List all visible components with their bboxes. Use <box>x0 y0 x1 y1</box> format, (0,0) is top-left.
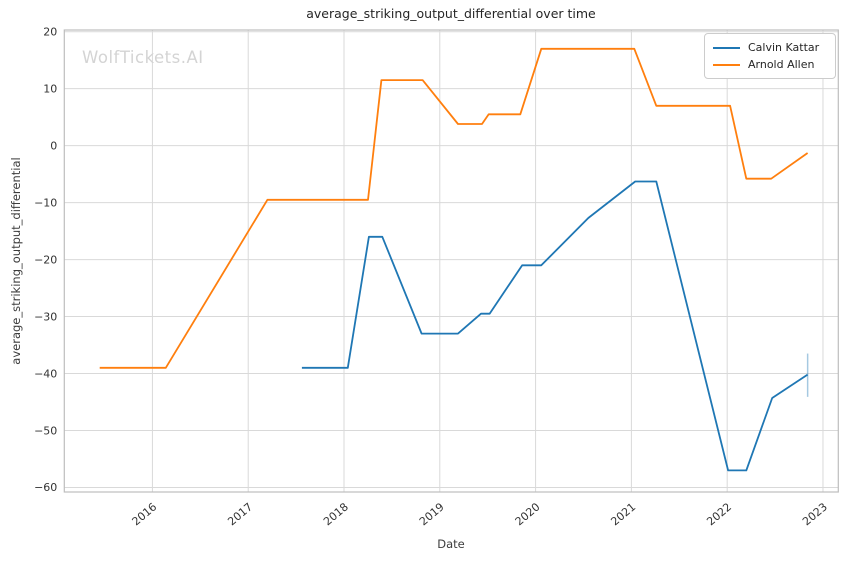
x-tick-label: 2017 <box>225 500 255 528</box>
x-tick-label: 2016 <box>130 500 160 528</box>
legend-item-calvin-kattar: Calvin Kattar <box>713 39 827 56</box>
x-tick-label: 2018 <box>321 500 351 528</box>
plot-border <box>63 29 839 493</box>
x-axis-label: Date <box>437 537 465 551</box>
y-tick-label: −40 <box>34 367 57 380</box>
series-line-arnold-allen <box>99 47 809 369</box>
y-tick-label: −60 <box>34 481 57 494</box>
legend-label: Calvin Kattar <box>748 41 820 54</box>
x-tick-label: 2020 <box>513 500 543 528</box>
y-tick-label: −30 <box>34 310 57 323</box>
x-tick-label: 2021 <box>609 500 639 528</box>
legend-swatch-arnold-allen <box>713 63 740 66</box>
legend: Calvin Kattar Arnold Allen <box>704 33 836 79</box>
y-tick-label: −50 <box>34 424 57 437</box>
y-tick-label: −10 <box>34 196 57 209</box>
legend-swatch-calvin-kattar <box>713 46 740 49</box>
y-axis-label: average_striking_output_differential <box>9 157 23 365</box>
y-tick-label: 20 <box>43 26 57 39</box>
chart-title: average_striking_output_differential ove… <box>306 6 596 21</box>
gridlines <box>64 30 839 492</box>
tick-labels: 20 10 0 −10 −20 −30 −40 −50 −60 2016 2017 2018 2019 2… <box>34 26 830 529</box>
y-tick-label: −20 <box>34 253 57 266</box>
x-tick-label: 2022 <box>704 500 734 528</box>
series-line-calvin-kattar <box>301 180 809 472</box>
y-tick-label: 0 <box>50 139 57 152</box>
x-tick-label: 2023 <box>800 500 830 528</box>
legend-item-arnold-allen: Arnold Allen <box>713 56 827 73</box>
legend-label: Arnold Allen <box>748 58 815 71</box>
y-tick-label: 10 <box>43 82 57 95</box>
x-tick-label: 2019 <box>417 500 447 528</box>
watermark: WolfTickets.AI <box>82 48 204 67</box>
